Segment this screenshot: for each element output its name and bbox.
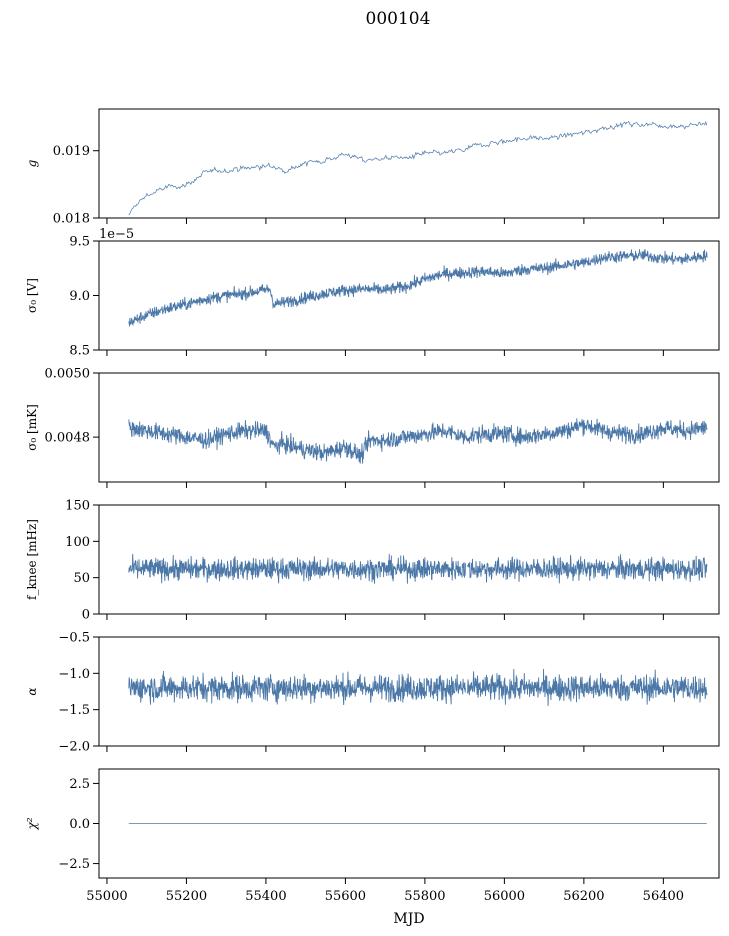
- y-tick-label: −1.5: [58, 703, 90, 718]
- y-axis-label: α: [25, 687, 39, 695]
- series-line: [128, 553, 708, 584]
- y-tick-label: 100: [65, 535, 90, 550]
- panel-4: −2.0 −1.5 −1.0 −0.5 α: [25, 631, 720, 755]
- x-axis-label: MJD: [393, 911, 424, 927]
- y-axis-label: σ₀ [V]: [25, 278, 39, 313]
- panel-1: 8.5 9.0 9.5 1e−5 σ₀ [V]: [25, 227, 720, 359]
- y-tick-label: 0.0050: [45, 367, 91, 382]
- x-tick-label: 55200: [166, 889, 207, 904]
- x-tick-label: 56200: [563, 889, 604, 904]
- plot-frame: [98, 372, 720, 483]
- plot-frame: [98, 240, 720, 351]
- panel-5: −2.5 0.0 2.5 55000 55200 55400 55600 55800 56000…: [25, 768, 720, 904]
- x-tick-label: 55400: [245, 889, 286, 904]
- x-tick-label: 55000: [86, 889, 127, 904]
- series-line: [128, 418, 708, 464]
- y-tick-label: 9.5: [69, 235, 90, 250]
- plot-frame: [98, 504, 720, 615]
- plot-frame: [98, 636, 720, 747]
- y-tick-label: 0.0048: [45, 431, 91, 446]
- y-tick-label: 2.5: [69, 777, 90, 792]
- y-axis-label: σ₀ [mK]: [25, 404, 39, 451]
- y-axis-label: f_knee [mHz]: [25, 519, 39, 600]
- y-tick-label: 50: [73, 571, 90, 586]
- y-axis-label: g: [25, 159, 39, 167]
- x-tick-label: 55600: [325, 889, 366, 904]
- y-tick-label: −0.5: [58, 631, 90, 646]
- y-tick-label: −2.5: [58, 857, 90, 872]
- y-tick-label: −1.0: [58, 667, 90, 682]
- series-line: [128, 248, 708, 327]
- y-tick-label: −2.0: [58, 740, 90, 755]
- y-tick-label: 9.0: [69, 289, 90, 304]
- x-tick-label: 55800: [404, 889, 445, 904]
- figure-title: 000104: [366, 9, 431, 29]
- y-tick-label: 0.0: [69, 817, 90, 832]
- series-line: [128, 668, 708, 707]
- x-tick-label: 56000: [484, 889, 525, 904]
- panel-2: 0.0048 0.0050 σ₀ [mK]: [25, 367, 720, 488]
- y-tick-label: 8.5: [69, 344, 90, 359]
- y-axis-label: χ²: [25, 817, 39, 830]
- y-tick-label: 150: [65, 499, 90, 514]
- panel-0: 0.018 0.019 g: [25, 108, 720, 227]
- y-tick-label: 0.019: [53, 144, 90, 159]
- panel-3: 0 50 100 150 f_knee [mHz]: [25, 499, 720, 623]
- y-tick-label: 0: [82, 608, 90, 623]
- y-tick-label: 0.018: [53, 212, 90, 227]
- plot-frame: [98, 108, 720, 219]
- x-tick-label: 56400: [643, 889, 684, 904]
- y-offset-label: 1e−5: [99, 227, 134, 242]
- series-line: [128, 120, 708, 216]
